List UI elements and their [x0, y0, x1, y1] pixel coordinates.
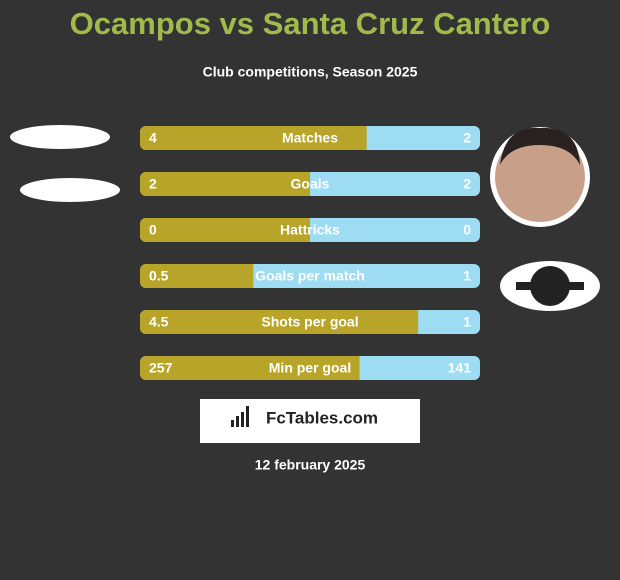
stat-label: Goals — [291, 176, 330, 192]
right-value: 1 — [463, 268, 471, 284]
bar-left — [140, 172, 310, 196]
stat-label: Matches — [282, 130, 338, 146]
left-badge — [20, 178, 120, 202]
player-face — [495, 132, 585, 222]
left-badge — [10, 125, 110, 149]
right-value: 2 — [463, 176, 471, 192]
player-hair — [500, 127, 580, 165]
left-value: 0.5 — [149, 268, 169, 284]
stat-label: Min per goal — [269, 360, 351, 376]
date: 12 february 2025 — [255, 457, 366, 473]
bar-left — [140, 264, 254, 288]
left-value: 0 — [149, 222, 157, 238]
club-crest-band — [516, 282, 584, 290]
right-value: 1 — [463, 314, 471, 330]
right-value: 141 — [448, 360, 472, 376]
bar-left — [140, 310, 419, 334]
brand: FcTables.com — [266, 408, 378, 427]
right-value: 2 — [463, 130, 471, 146]
left-value: 4 — [149, 130, 157, 146]
stat-label: Goals per match — [255, 268, 365, 284]
right-value: 0 — [463, 222, 471, 238]
bar-left — [140, 218, 310, 242]
subtitle: Club competitions, Season 2025 — [203, 64, 418, 80]
bar-left — [140, 126, 367, 150]
left-value: 4.5 — [149, 314, 169, 330]
left-value: 257 — [149, 360, 173, 376]
stat-label: Shots per goal — [261, 314, 358, 330]
bar-left — [140, 356, 360, 380]
left-value: 2 — [149, 176, 157, 192]
stat-label: Hattricks — [280, 222, 340, 238]
title: Ocampos vs Santa Cruz Cantero — [70, 6, 551, 41]
brand-icon — [231, 406, 249, 427]
